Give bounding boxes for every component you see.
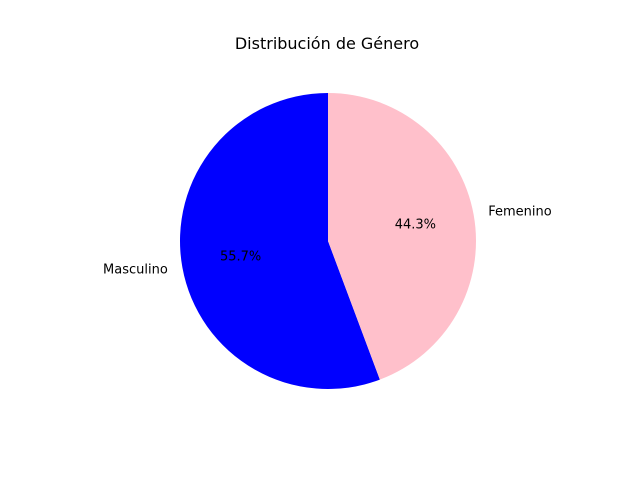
chart-title: Distribución de Género bbox=[235, 34, 419, 53]
pct-label-femenino: 44.3% bbox=[395, 218, 436, 233]
pie-slices bbox=[180, 93, 477, 389]
slice-label-femenino: Femenino bbox=[488, 205, 552, 220]
pie-labels: Masculino 55.7% Femenino 44.3% bbox=[103, 205, 552, 278]
slice-label-masculino: Masculino bbox=[103, 262, 168, 277]
pie-slice-femenino bbox=[328, 93, 477, 380]
pct-label-masculino: 55.7% bbox=[220, 249, 261, 264]
pie-slice-masculino bbox=[180, 93, 380, 389]
